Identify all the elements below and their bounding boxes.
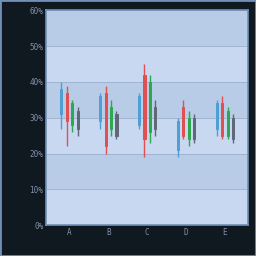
Bar bbox=[188, 118, 190, 139]
Bar bbox=[138, 96, 140, 125]
Bar bbox=[232, 118, 234, 139]
Bar bbox=[177, 121, 179, 150]
Bar bbox=[71, 103, 73, 125]
Bar bbox=[46, 46, 248, 82]
Bar bbox=[46, 118, 248, 154]
Bar bbox=[46, 189, 248, 225]
Bar bbox=[193, 118, 195, 139]
Bar bbox=[216, 103, 218, 129]
Bar bbox=[46, 10, 248, 46]
Bar bbox=[115, 114, 118, 136]
Bar bbox=[66, 93, 68, 121]
Bar bbox=[143, 75, 146, 139]
Bar bbox=[221, 103, 223, 136]
Bar bbox=[110, 107, 112, 129]
Bar bbox=[182, 107, 184, 136]
Bar bbox=[99, 96, 101, 121]
Bar bbox=[46, 154, 248, 189]
Bar bbox=[154, 107, 156, 129]
Bar bbox=[227, 111, 229, 136]
Bar bbox=[104, 93, 107, 146]
Bar bbox=[60, 89, 62, 114]
Bar bbox=[46, 82, 248, 118]
Bar bbox=[77, 111, 79, 129]
Bar bbox=[149, 82, 151, 132]
